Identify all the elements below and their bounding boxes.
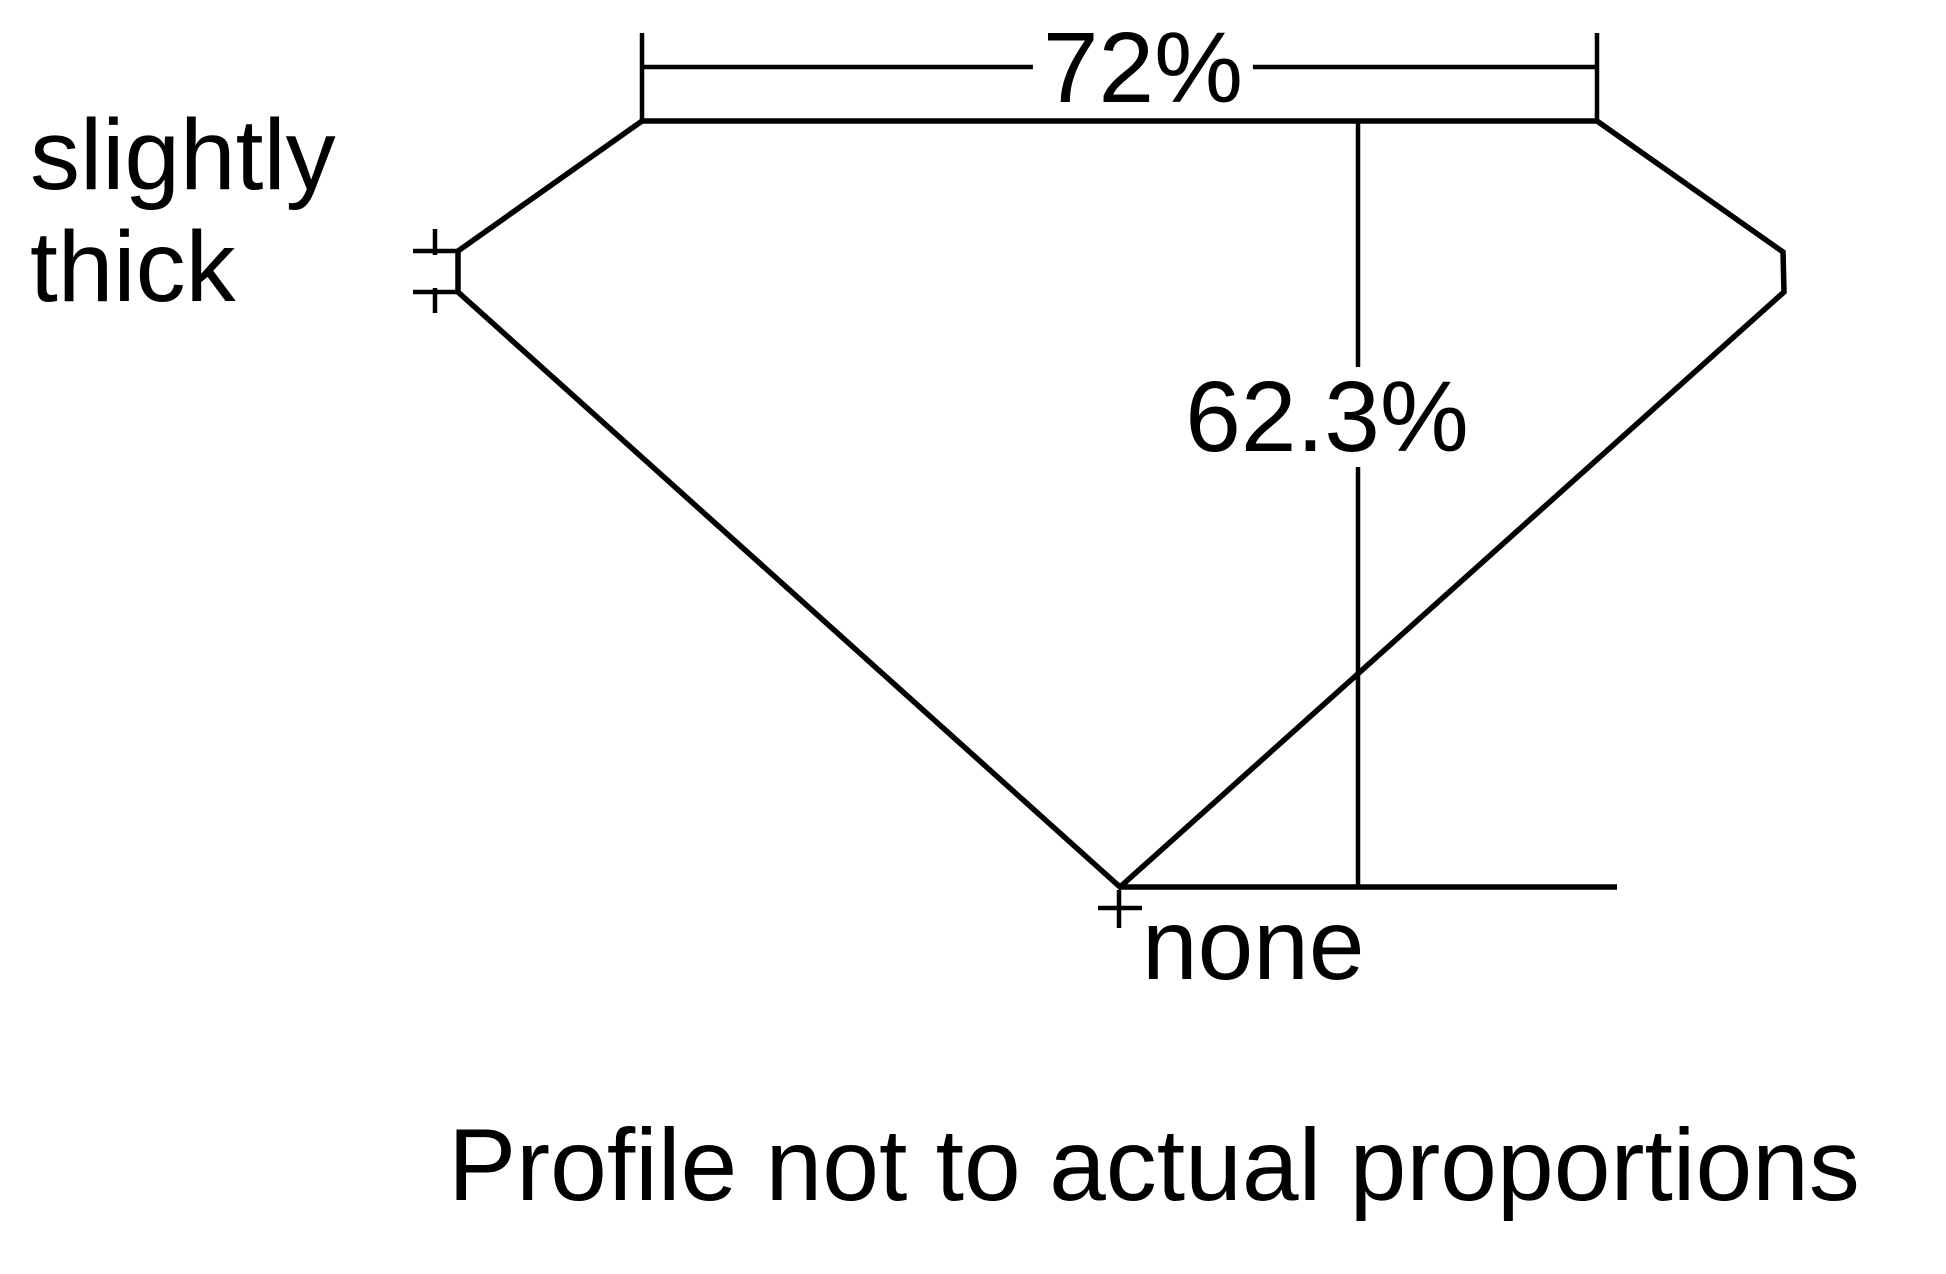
table-percentage-label: 72% [1032, 18, 1254, 118]
culet-label: none [1142, 889, 1365, 1001]
girdle-tick-marks [413, 229, 458, 313]
girdle-thickness-label-line2: thick [30, 211, 236, 323]
diamond-outline [455, 118, 1787, 891]
girdle-thickness-label: slightly thick [30, 99, 336, 323]
girdle-thickness-label-line1: slightly [30, 99, 336, 211]
depth-percentage-label: 62.3% [1179, 367, 1475, 467]
culet-plus-mark [1098, 890, 1142, 928]
profile-footnote: Profile not to actual proportions [448, 1108, 1860, 1222]
